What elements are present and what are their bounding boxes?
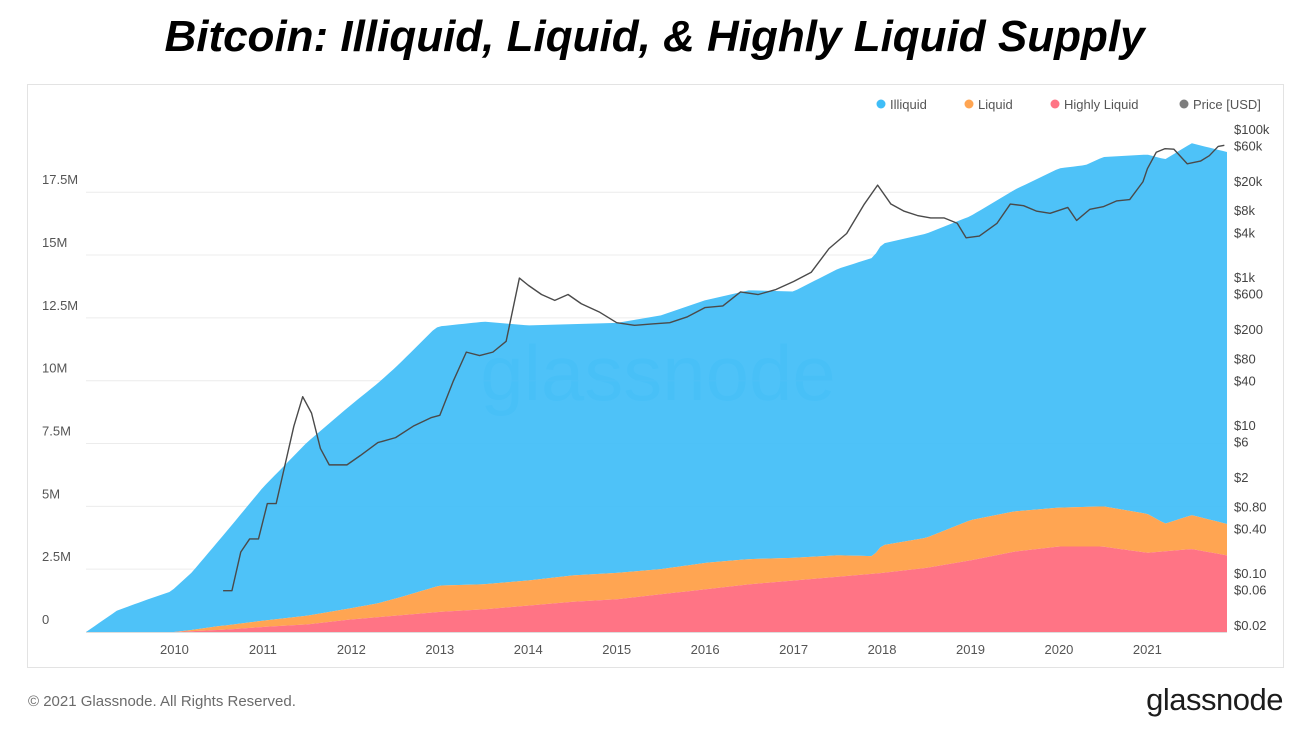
y-right-tick-label: $1k [1234,270,1255,285]
y-right-tick-label: $40 [1234,374,1256,389]
y-right-tick-label: $0.02 [1234,618,1267,633]
legend-item-liquid: Liquid [978,97,1013,112]
x-tick-label: 2018 [868,642,897,657]
y-right-tick-label: $0.06 [1234,583,1267,598]
y-right-tick-label: $100k [1234,122,1270,137]
x-axis: 2010 2011 2012 2013 2014 2015 2016 2017 2018 2019… [86,632,1227,657]
legend-item-price: Price [USD] [1193,97,1261,112]
y-right-tick-label: $200 [1234,322,1263,337]
y-left-tick-label: 12.5M [42,298,78,313]
y-axis-right: $100k$60k $20k $8k $4k $1k $600 $200 $80 $40 $10 $… [1234,122,1270,633]
legend-dot-price [1179,99,1189,109]
y-left-tick-label: 10M [42,361,67,376]
x-tick-label: 2015 [602,642,631,657]
series-area-highly-liquid [86,546,1227,632]
y-right-tick-label: $6 [1234,435,1248,450]
series-line-price [223,144,1225,592]
y-right-tick-label: $0.10 [1234,566,1267,581]
y-right-tick-label: $20k [1234,174,1263,189]
legend-item-highly-liquid: Highly Liquid [1064,97,1138,112]
y-left-tick-label: 7.5M [42,424,71,439]
y-left-tick-label: 0 [42,612,49,627]
y-right-tick-label: $0.80 [1234,499,1267,514]
footer-logo: glassnode [1146,682,1283,717]
legend-item-illiquid: Illiquid [890,97,927,112]
series-area-liquid [86,506,1227,632]
footer-copyright: © 2021 Glassnode. All Rights Reserved. [28,693,296,710]
x-tick-label: 2016 [691,642,720,657]
y-right-tick-label: $60k [1234,138,1263,153]
series-area-illiquid [86,143,1227,633]
x-tick-label: 2010 [160,642,189,657]
y-left-tick-label: 5M [42,486,60,501]
x-tick-label: 2013 [425,642,454,657]
legend-dot-illiquid [876,99,886,109]
y-axis-left: 0 2.5M 5M 7.5M 10M 12.5M 15M 17.5M [42,172,78,627]
y-right-tick-label: $2 [1234,470,1248,485]
legend-dot-highly-liquid [1050,99,1060,109]
y-right-tick-label: $10 [1234,418,1256,433]
y-right-tick-label: $600 [1234,287,1263,302]
x-tick-label: 2019 [956,642,985,657]
legend: Illiquid Liquid Highly Liquid Price [USD] [876,97,1261,112]
x-tick-label: 2017 [779,642,808,657]
stacked-areas [86,143,1227,633]
y-left-tick-label: 15M [42,235,67,250]
y-right-tick-label: $0.40 [1234,522,1267,537]
y-left-tick-label: 2.5M [42,549,71,564]
x-tick-label: 2020 [1044,642,1073,657]
y-left-tick-label: 17.5M [42,172,78,187]
y-right-tick-label: $4k [1234,226,1255,241]
x-tick-label: 2011 [249,642,277,657]
price-line-group [223,144,1225,592]
y-right-tick-label: $8k [1234,203,1255,218]
x-tick-label: 2021 [1133,642,1162,657]
page-title: Bitcoin: Illiquid, Liquid, & Highly Liqu… [164,12,1145,61]
legend-dot-liquid [964,99,974,109]
y-right-tick-label: $80 [1234,351,1256,366]
x-tick-label: 2014 [514,642,543,657]
x-tick-label: 2012 [337,642,366,657]
